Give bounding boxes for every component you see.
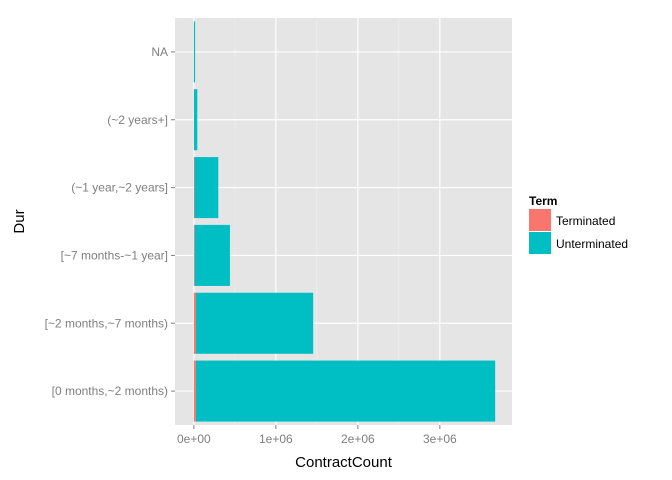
y-tick-label: [0 months,~2 months) xyxy=(52,384,168,398)
bar-terminated-1 xyxy=(193,292,196,354)
bar-unterminated-0 xyxy=(195,360,496,422)
x-tick-label: 2e+06 xyxy=(341,432,375,446)
legend-label-terminated: Terminated xyxy=(556,214,615,228)
y-tick-label: NA xyxy=(151,45,168,59)
x-tick-label: 3e+06 xyxy=(423,432,457,446)
bar-unterminated-4 xyxy=(194,89,198,151)
bar-unterminated-3 xyxy=(194,157,219,219)
y-tick-label: (~1 year,~2 years] xyxy=(71,181,168,195)
plot-panel xyxy=(175,18,512,425)
legend-key-unterminated xyxy=(529,232,551,254)
legend-title: Term xyxy=(529,194,557,208)
y-tick-label: [~7 months-~1 year] xyxy=(61,248,168,262)
x-axis-ticks: 0e+00 1e+06 2e+06 3e+06 xyxy=(177,425,457,446)
x-axis-title: ContractCount xyxy=(295,454,393,471)
legend-label-unterminated: Unterminated xyxy=(556,237,628,251)
bar-terminated-3 xyxy=(193,157,195,219)
bar-unterminated-5 xyxy=(193,21,196,83)
y-tick-label: (~2 years+] xyxy=(107,113,168,127)
x-tick-label: 0e+00 xyxy=(177,432,211,446)
bars xyxy=(193,21,496,422)
y-tick-label: [~2 months,~7 months) xyxy=(45,316,168,330)
bar-unterminated-1 xyxy=(195,292,314,354)
bar-terminated-0 xyxy=(193,360,196,422)
y-axis-title: Dur xyxy=(11,209,28,233)
bar-terminated-2 xyxy=(193,224,195,286)
x-tick-label: 1e+06 xyxy=(259,432,293,446)
legend-key-terminated xyxy=(529,209,551,231)
legend: Term Terminated Unterminated xyxy=(529,194,628,254)
y-axis-ticks: [0 months,~2 months) [~2 months,~7 months… xyxy=(45,45,175,398)
bar-unterminated-2 xyxy=(194,224,230,286)
